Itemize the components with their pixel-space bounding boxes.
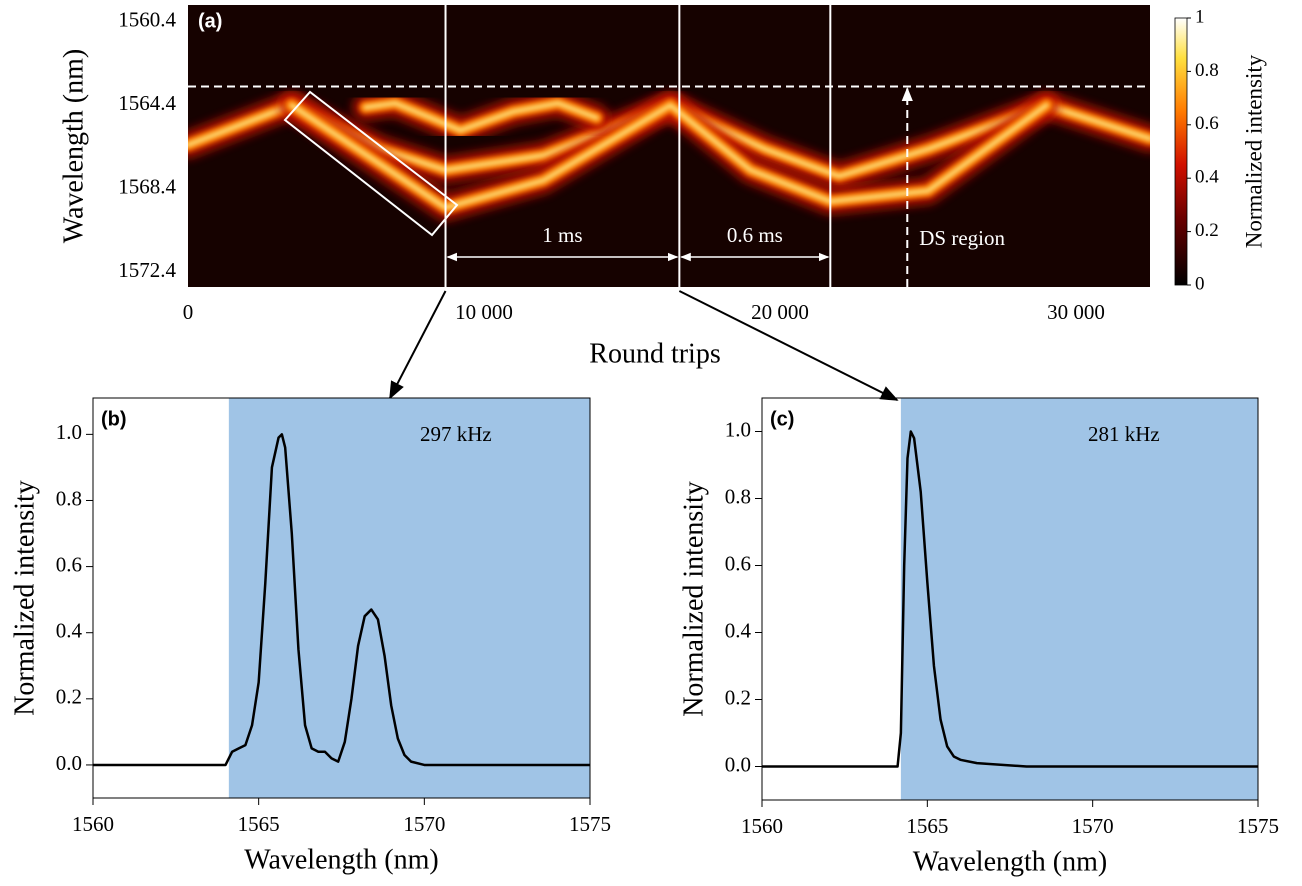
y-tick-label: 1.0 xyxy=(725,417,751,441)
intensity-ridge xyxy=(363,100,599,133)
shaded-region xyxy=(228,398,590,798)
annotation: 297 kHz xyxy=(420,422,492,446)
x-tick-label: 1570 xyxy=(403,812,445,836)
connector-arrow xyxy=(678,290,899,401)
y-tick-label: 1560.4 xyxy=(118,8,176,32)
interval-label: 1 ms xyxy=(542,223,582,247)
annotation: 281 kHz xyxy=(1088,422,1160,446)
plot-frame xyxy=(92,397,591,799)
y-tick-label: 1572.4 xyxy=(118,258,176,282)
ds-label: DS region xyxy=(919,226,1005,250)
y-tick-label: 0.8 xyxy=(725,484,751,508)
spectrum-line xyxy=(93,433,590,767)
y-tick-label: 1568.4 xyxy=(118,175,176,199)
x-tick-label: 20 000 xyxy=(751,300,809,324)
colorbar-tick-label: 0.6 xyxy=(1195,113,1219,134)
y-tick-label: 0.4 xyxy=(56,619,83,643)
x-tick-label: 30 000 xyxy=(1047,300,1105,324)
x-tick-label: 0 xyxy=(183,300,194,324)
colorbar-tick-label: 0.8 xyxy=(1195,60,1219,81)
x-tick-label: 1565 xyxy=(906,814,948,838)
shaded-region xyxy=(900,398,1258,800)
x-axis-title: Round trips xyxy=(589,338,720,369)
y-tick-label: 0.4 xyxy=(725,618,752,642)
y-tick-label: 1.0 xyxy=(56,420,82,444)
highlight-box xyxy=(283,90,459,237)
x-tick-label: 1565 xyxy=(238,812,280,836)
x-tick-label: 1575 xyxy=(1237,814,1279,838)
y-axis-title: Normalized intensity xyxy=(678,481,709,717)
y-tick-label: 1564.4 xyxy=(118,91,176,115)
colorbar xyxy=(1174,17,1188,286)
y-tick-label: 0.8 xyxy=(56,486,82,510)
y-axis-title: Normalized intensity xyxy=(9,480,40,716)
panel-label: (a) xyxy=(198,10,222,32)
colorbar-tick-label: 0.2 xyxy=(1195,220,1219,241)
panel-label: (c) xyxy=(770,408,794,430)
y-tick-label: 0.0 xyxy=(56,751,82,775)
colorbar-title: Normalized intensity xyxy=(1241,54,1266,248)
interval-label: 0.6 ms xyxy=(727,223,783,247)
y-tick-label: 0.2 xyxy=(56,685,82,709)
x-tick-label: 1560 xyxy=(72,812,114,836)
intensity-ridge xyxy=(289,102,1049,211)
plot-frame xyxy=(761,397,1259,801)
connector-arrow xyxy=(389,290,447,400)
y-tick-label: 0.2 xyxy=(725,685,751,709)
colorbar-tick-label: 1 xyxy=(1195,6,1205,27)
colorbar-tick-label: 0 xyxy=(1195,273,1205,294)
spectrum-line xyxy=(762,430,1258,768)
y-axis-title: Wavelength (nm) xyxy=(58,49,89,243)
x-axis-title: Wavelength (nm) xyxy=(244,844,438,875)
panel-label: (b) xyxy=(101,408,127,430)
x-tick-label: 1570 xyxy=(1072,814,1114,838)
heatmap-traces xyxy=(188,90,1150,221)
colorbar-tick-label: 0.4 xyxy=(1195,167,1219,188)
x-tick-label: 1575 xyxy=(569,812,611,836)
x-tick-label: 10 000 xyxy=(455,300,513,324)
y-tick-label: 0.0 xyxy=(725,752,751,776)
x-axis-title: Wavelength (nm) xyxy=(913,846,1107,877)
y-tick-label: 0.6 xyxy=(56,552,82,576)
x-tick-label: 1560 xyxy=(741,814,783,838)
y-tick-label: 0.6 xyxy=(725,551,751,575)
